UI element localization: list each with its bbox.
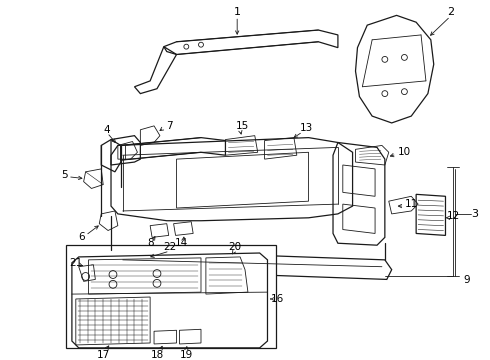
Text: 15: 15 [235,121,249,131]
Text: 13: 13 [300,123,313,133]
Text: 6: 6 [78,232,85,242]
Text: 4: 4 [104,125,110,135]
Bar [66,245,276,348]
Text: 1: 1 [234,8,241,17]
Text: 17: 17 [97,350,110,360]
Text: 9: 9 [463,275,470,285]
Text: 20: 20 [229,242,242,252]
Text: 5: 5 [61,170,68,180]
Text: 22: 22 [163,242,176,252]
Text: 18: 18 [150,350,164,360]
Text: 14: 14 [175,238,188,248]
Text: 21: 21 [69,258,82,268]
Text: 3: 3 [471,209,478,219]
Text: 2: 2 [447,8,454,17]
Text: 7: 7 [167,121,173,131]
Text: 10: 10 [398,147,411,157]
Text: 8: 8 [147,238,153,248]
Text: 12: 12 [447,211,460,221]
Text: 16: 16 [270,294,284,304]
Text: 11: 11 [405,199,418,209]
Text: 19: 19 [180,350,193,360]
